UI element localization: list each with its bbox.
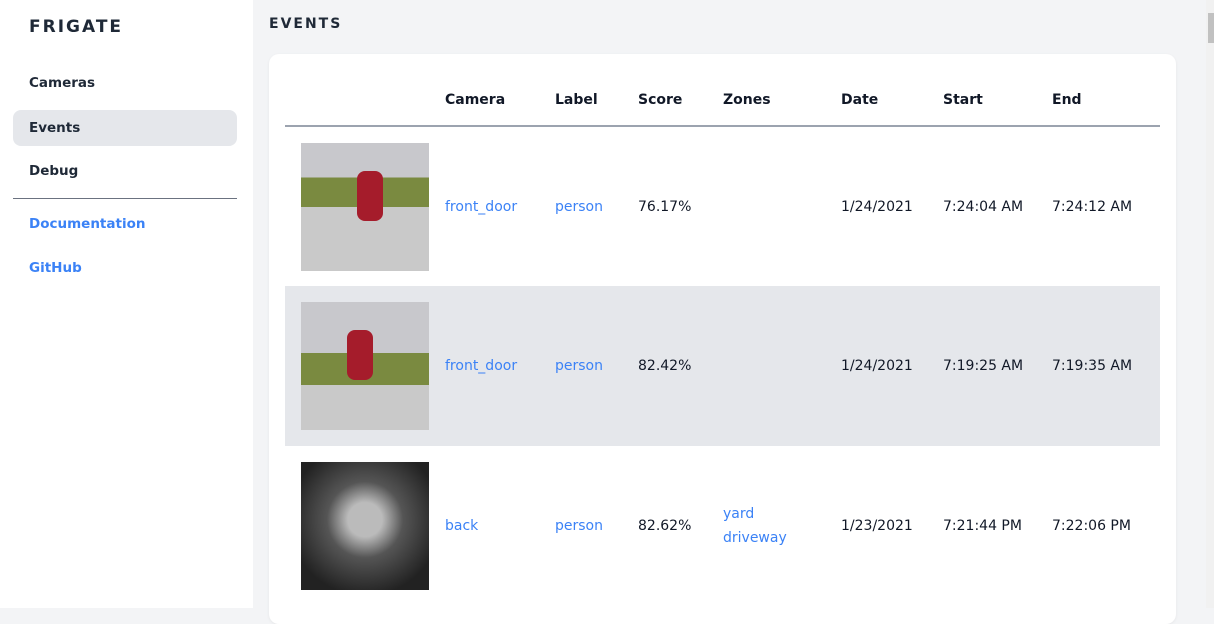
table-row[interactable]: back person 82.62% yard driveway 1/23/202… bbox=[285, 446, 1160, 606]
events-table: Camera Label Score Zones Date Start End … bbox=[285, 74, 1160, 606]
camera-link[interactable]: back bbox=[445, 518, 479, 534]
header-date: Date bbox=[841, 74, 943, 127]
label-link[interactable]: person bbox=[555, 358, 603, 374]
table-row[interactable]: front_door person 76.17% 1/24/2021 7:24:… bbox=[285, 126, 1160, 286]
event-thumbnail[interactable] bbox=[301, 462, 429, 590]
end-time: 7:22:06 PM bbox=[1052, 518, 1131, 534]
score: 82.62% bbox=[638, 518, 692, 534]
header-score: Score bbox=[638, 74, 723, 127]
zone-link-yard[interactable]: yard bbox=[723, 506, 755, 522]
start-time: 7:19:25 AM bbox=[943, 286, 1052, 446]
event-thumbnail[interactable] bbox=[301, 302, 429, 430]
header-start: Start bbox=[943, 74, 1052, 127]
header-label: Label bbox=[555, 74, 638, 127]
score: 82.42% bbox=[638, 286, 723, 446]
start-time: 7:21:44 PM bbox=[943, 518, 1022, 534]
page-title: EVENTS bbox=[269, 16, 343, 32]
camera-link[interactable]: front_door bbox=[445, 198, 518, 215]
camera-link[interactable]: front_door bbox=[445, 358, 518, 374]
app-logo: FRIGATE bbox=[29, 17, 124, 37]
sidebar-link-github[interactable]: GitHub bbox=[29, 260, 82, 276]
end-time: 7:19:35 AM bbox=[1052, 286, 1160, 446]
label-link[interactable]: person bbox=[555, 198, 603, 215]
header-thumbnail bbox=[285, 74, 445, 127]
sidebar: FRIGATE Cameras Events Debug Documentati… bbox=[0, 0, 253, 608]
table-row[interactable]: front_door person 82.42% 1/24/2021 7:19:… bbox=[285, 286, 1160, 446]
header-camera: Camera bbox=[445, 74, 555, 127]
label-link[interactable]: person bbox=[555, 518, 603, 534]
date: 1/24/2021 bbox=[841, 286, 943, 446]
sidebar-link-documentation[interactable]: Documentation bbox=[29, 216, 146, 232]
sidebar-item-debug[interactable]: Debug bbox=[29, 163, 79, 179]
start-time: 7:24:04 AM bbox=[943, 198, 1024, 215]
table-header: Camera Label Score Zones Date Start End bbox=[285, 74, 1160, 127]
end-time: 7:24:12 AM bbox=[1052, 198, 1133, 215]
header-end: End bbox=[1052, 74, 1160, 127]
scrollbar-thumb[interactable] bbox=[1208, 13, 1214, 43]
header-zones: Zones bbox=[723, 74, 841, 127]
events-card: Camera Label Score Zones Date Start End … bbox=[269, 54, 1176, 624]
date: 1/24/2021 bbox=[841, 198, 913, 215]
score: 76.17% bbox=[638, 198, 692, 215]
scrollbar[interactable] bbox=[1206, 0, 1214, 608]
event-thumbnail[interactable] bbox=[301, 142, 429, 271]
sidebar-divider bbox=[13, 198, 237, 199]
date: 1/23/2021 bbox=[841, 518, 913, 534]
sidebar-item-cameras[interactable]: Cameras bbox=[29, 75, 96, 91]
sidebar-item-events[interactable]: Events bbox=[13, 110, 237, 146]
zone-link-driveway[interactable]: driveway bbox=[723, 530, 787, 546]
